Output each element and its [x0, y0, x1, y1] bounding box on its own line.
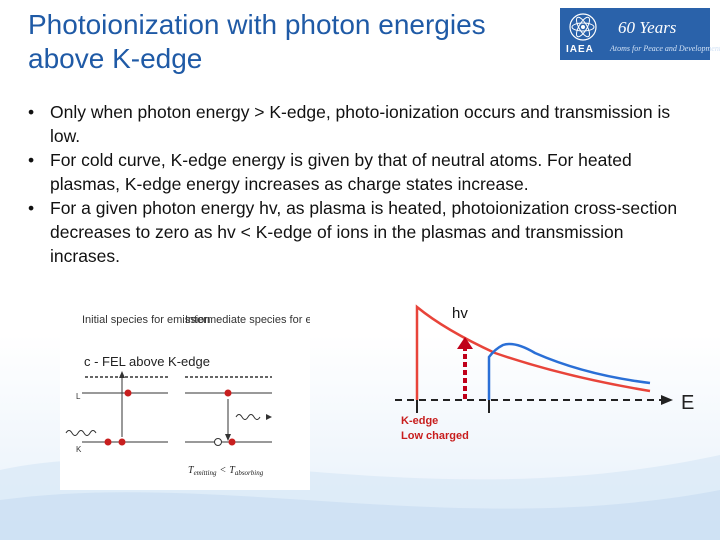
- bullet-list: • Only when photon energy > K-edge, photo…: [28, 100, 688, 268]
- fel-label: c - FEL above K-edge: [84, 354, 210, 369]
- col1-heading-line: Initial species for emission: [82, 314, 210, 326]
- electron-dot: [104, 438, 112, 446]
- low-charged-label: Low charged: [401, 430, 469, 442]
- bullet-item: • For a given photon energy hv, as plasma…: [28, 196, 688, 268]
- bullet-dot: •: [28, 198, 35, 218]
- electron-dot: [224, 389, 232, 397]
- electron-dot: [228, 438, 236, 446]
- bullet-item: • Only when photon energy > K-edge, photo…: [28, 100, 688, 148]
- iaea-logo: IAEA 60 Years Atoms for Peace and Develo…: [560, 8, 720, 60]
- heated-curve: [487, 342, 651, 400]
- photon-label: hv: [452, 305, 468, 322]
- bullet-item: • For cold curve, K-edge energy is given …: [28, 148, 688, 196]
- emission-wave-icon: [235, 414, 261, 420]
- temperature-relation: Temitting < Tabsorbing: [188, 465, 264, 477]
- arrowhead-icon: [225, 434, 231, 441]
- electron-dot: [124, 389, 132, 397]
- energy-level-diagram: Initial species for emission Intermediat…: [60, 305, 310, 490]
- hole-circle: [214, 438, 222, 446]
- arrowhead-icon: [266, 414, 272, 420]
- logo-years: 60 Years: [618, 18, 677, 37]
- col2-heading-line: Intermediate species for emission: [185, 314, 310, 326]
- kedge-label: K-edge: [401, 415, 438, 427]
- temp-lt: <: [220, 465, 227, 476]
- photon-arrowhead-icon: [457, 337, 473, 349]
- logo-tagline: Atoms for Peace and Development: [610, 44, 720, 53]
- kedge-diagram: E hv K-edge Low charged: [395, 304, 694, 442]
- bullet-dot: •: [28, 150, 35, 170]
- axis-label-E: E: [681, 392, 694, 414]
- bullet-text: Only when photon energy > K-edge, photo-…: [50, 102, 671, 146]
- temp-left: T: [188, 465, 195, 476]
- col1-heading: Initial species for emission: [82, 314, 210, 326]
- arrowhead-icon: [119, 371, 125, 378]
- col2-heading: Intermediate species for emission: [185, 314, 310, 326]
- bullet-text: For a given photon energy hv, as plasma …: [50, 198, 678, 266]
- level-K-label: K: [76, 445, 82, 454]
- logo-org: IAEA: [566, 44, 594, 55]
- atom-emblem-icon: [569, 13, 597, 41]
- temp-left-sub: emitting: [194, 469, 217, 477]
- temp-right-sub: absorbing: [235, 469, 264, 477]
- photon-wave-icon: [65, 430, 97, 436]
- slide-title: Photoionization with photon energies abo…: [28, 9, 486, 74]
- axis-arrowhead-icon: [661, 395, 673, 405]
- level-L-label: L: [76, 392, 81, 401]
- bullet-text: For cold curve, K-edge energy is given b…: [50, 150, 632, 194]
- electron-dot: [118, 438, 126, 446]
- bullet-dot: •: [28, 102, 35, 122]
- temp-right: T: [229, 465, 236, 476]
- cold-curve: [415, 304, 651, 400]
